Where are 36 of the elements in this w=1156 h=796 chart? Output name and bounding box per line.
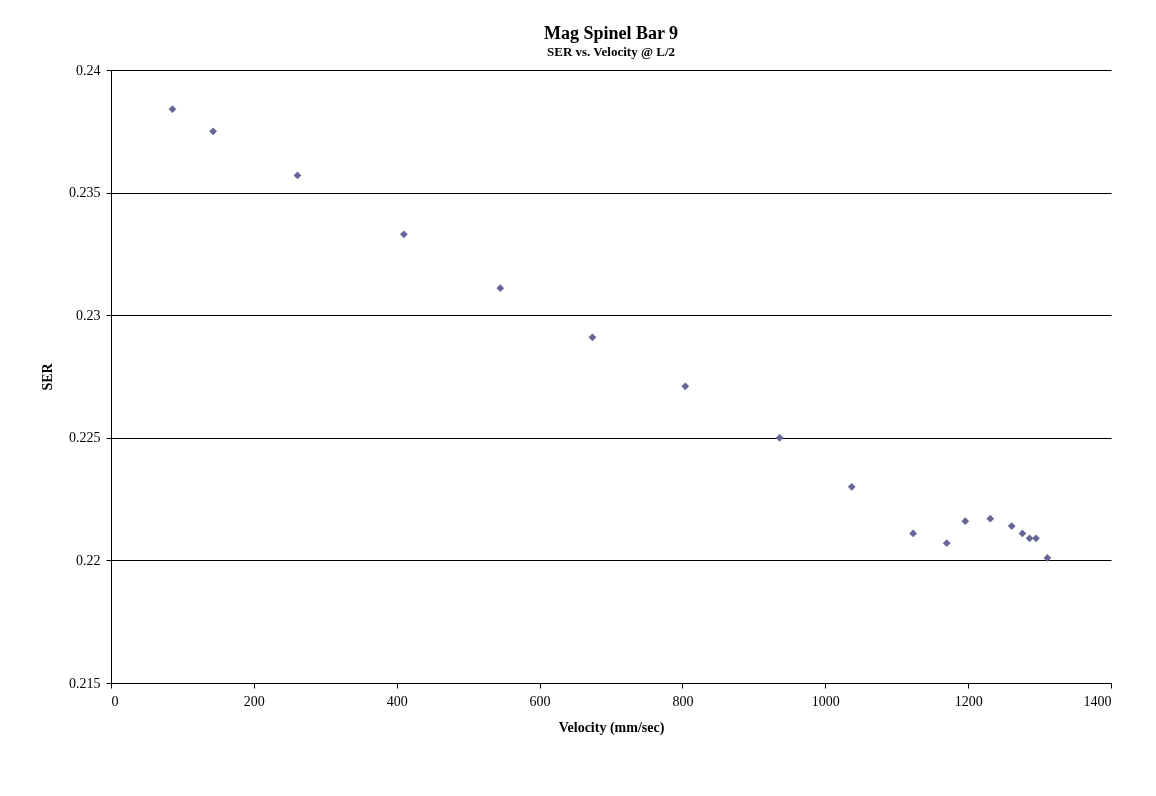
point xyxy=(496,284,505,293)
y-axis-title: SER xyxy=(40,362,55,391)
point xyxy=(209,127,218,136)
x-tick-label: 1400 xyxy=(1083,693,1112,709)
point xyxy=(1007,522,1016,530)
x-tick-label: 0 xyxy=(111,693,119,709)
point xyxy=(293,171,302,180)
point xyxy=(1032,534,1040,543)
point xyxy=(986,514,995,523)
y-tick-label: 0.23 xyxy=(76,307,101,323)
chart-title: Mag Spinel Bar 9 xyxy=(543,23,679,43)
point xyxy=(775,433,784,442)
point xyxy=(1025,534,1034,543)
y-tick-label: 0.24 xyxy=(76,62,101,78)
point xyxy=(168,105,177,114)
x-tick-label: 1200 xyxy=(954,693,983,709)
chart-subtitle: SER vs. Velocity @ L/2 xyxy=(546,44,676,59)
x-tick-label: 800 xyxy=(672,693,694,709)
point xyxy=(399,230,408,239)
point xyxy=(588,333,597,342)
point xyxy=(847,482,856,491)
point xyxy=(1018,529,1027,538)
point xyxy=(681,382,690,391)
y-tick-label: 0.225 xyxy=(69,430,101,446)
x-tick-label: 600 xyxy=(529,693,551,709)
x-tick-label: 400 xyxy=(386,693,408,709)
x-axis-title: Velocity (mm/sec) xyxy=(558,719,665,736)
x-tick-label: 200 xyxy=(243,693,265,709)
point xyxy=(1043,554,1052,562)
x-tick-label: 1000 xyxy=(811,693,840,709)
y-tick-label: 0.235 xyxy=(69,185,101,201)
y-tick-label: 0.215 xyxy=(69,675,101,691)
point xyxy=(909,529,918,538)
point xyxy=(942,539,951,548)
point xyxy=(961,517,970,526)
y-tick-label: 0.22 xyxy=(76,552,101,568)
